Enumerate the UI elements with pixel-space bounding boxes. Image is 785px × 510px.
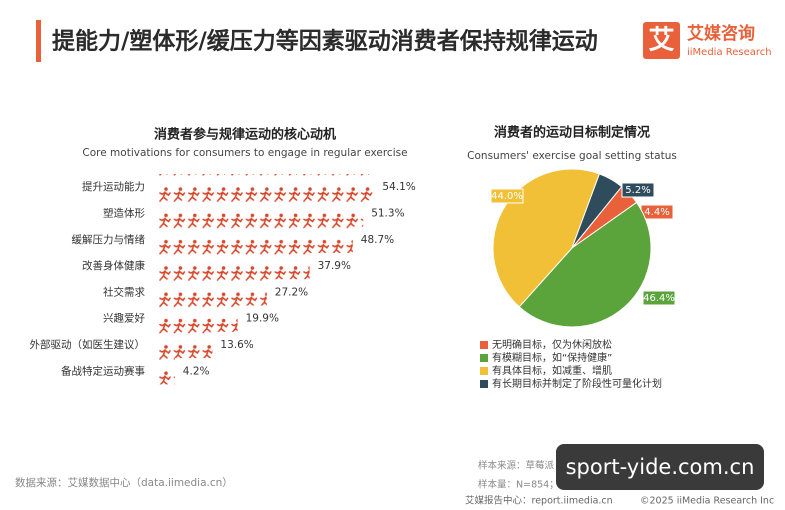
value-label: 37.9%: [318, 260, 351, 272]
value-label: 54.1%: [382, 181, 415, 193]
value-label: 44.0%: [491, 191, 523, 202]
category-label: 备战特定运动赛事: [61, 364, 145, 377]
legend-label: 有模糊目标，如“保持健康”: [492, 351, 612, 364]
value-label: 48.7%: [361, 234, 394, 246]
category-label: 兴趣爱好: [103, 312, 145, 325]
pictogram-bar: [158, 252, 310, 280]
pie-slice: [518, 201, 652, 328]
chart-subtitle: Consumers' exercise goal setting status: [467, 150, 677, 162]
title-accent: [36, 20, 41, 62]
pictogram-bar: [158, 358, 175, 385]
legend-swatch: [480, 341, 488, 349]
category-label: 改善身体健康: [82, 259, 145, 272]
watermark: sport-yide.com.cn: [566, 455, 755, 479]
value-label-bg: [642, 290, 676, 306]
legend-swatch: [480, 367, 488, 375]
report-center: 艾媒报告中心：report.iimedia.cn: [465, 495, 613, 507]
legend-swatch: [480, 380, 488, 388]
value-label: 27.2%: [275, 286, 308, 298]
value-label: 4.2%: [183, 365, 210, 377]
legend-swatch: [480, 354, 488, 362]
logo-en: iiMedia Research: [687, 47, 772, 58]
source: 数据来源：艾媒数据中心（data.iimedia.cn）: [15, 476, 233, 489]
category-label: 社交需求: [103, 285, 145, 298]
value-label-bg: [621, 182, 655, 198]
category-label: 缓解压力与情绪: [72, 233, 146, 246]
value-label: 4.4%: [644, 207, 669, 218]
sample-source: 样本来源：草莓派: [478, 460, 555, 472]
pictogram-bar: [158, 331, 213, 359]
copyright: ©2025 iiMedia Research Inc: [640, 496, 774, 507]
logo-cn: 艾媒咨询: [687, 23, 755, 44]
legend-label: 无明确目标，仅为休闲放松: [492, 338, 612, 351]
value-label-bg: [490, 188, 524, 204]
legend-label: 有具体目标，如减重、增肌: [492, 364, 612, 377]
page-title: 提能力/塑体形/缓压力等因素驱动消费者保持规律运动: [52, 28, 598, 55]
pictogram-bar: [158, 226, 353, 253]
category-label: 外部驱动（如医生建议）: [30, 338, 146, 351]
chart-subtitle: Core motivations for consumers to engage…: [82, 147, 407, 159]
pictogram-bar: [158, 279, 267, 306]
pictogram-bar: [158, 200, 364, 227]
value-label: 19.9%: [246, 313, 279, 325]
value-label: 46.4%: [643, 293, 675, 304]
category-label: 塑造体形: [103, 206, 145, 219]
category-label: 提升运动能力: [82, 180, 145, 193]
value-label: 5.2%: [625, 185, 650, 196]
legend-label: 有长期目标并制定了阶段性可量化计划: [492, 377, 662, 390]
chart-title: 消费者参与规律运动的核心动机: [154, 127, 336, 143]
value-label: 13.6%: [220, 339, 253, 351]
pictogram-bar: [158, 305, 238, 332]
logo-mark: 艾: [648, 26, 674, 56]
pictogram-bar: [158, 174, 375, 201]
chart-title: 消费者的运动目标制定情况: [494, 125, 650, 141]
watermark-bg: [556, 444, 764, 490]
logo-mark-bg: [643, 22, 680, 59]
value-label: 51.3%: [371, 207, 404, 219]
